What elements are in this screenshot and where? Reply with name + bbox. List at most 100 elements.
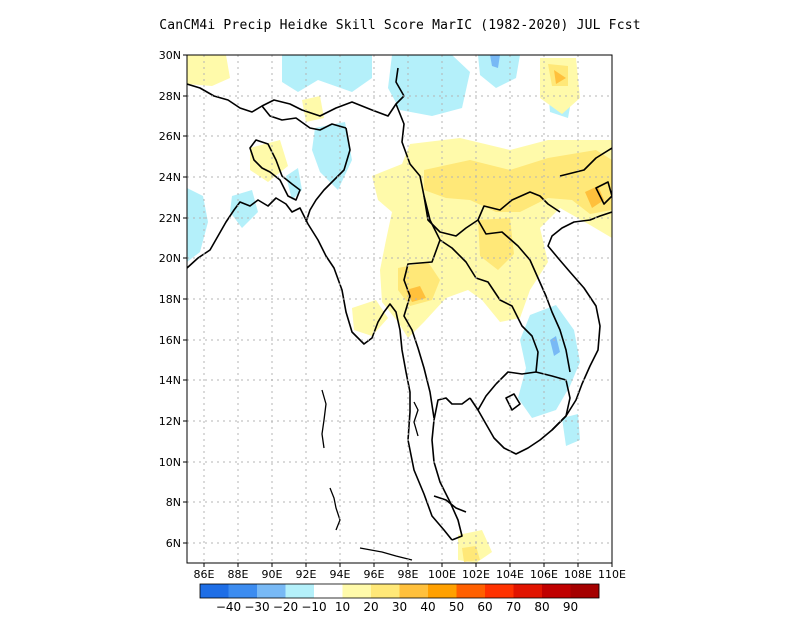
coastline-malay-peninsula-east <box>431 397 471 541</box>
positive-skill-region <box>352 300 388 336</box>
lat-tick-label: 14N <box>159 374 181 387</box>
lat-tick-label: 10N <box>159 456 181 469</box>
positive-skill-region <box>187 55 230 86</box>
andaman-islands <box>321 389 327 449</box>
lon-tick-label: 98E <box>398 568 419 581</box>
lat-tick-label: 18N <box>159 293 181 306</box>
colorbar-label: 30 <box>392 600 407 614</box>
map-title: CanCM4i Precip Heidke Skill Score MarIC … <box>159 18 641 33</box>
lat-tick-label: 8N <box>166 496 181 509</box>
lat-tick-label: 12N <box>159 415 181 428</box>
lon-tick-label: 90E <box>262 568 283 581</box>
lon-tick-label: 86E <box>194 568 215 581</box>
lon-tick-label: 92E <box>296 568 317 581</box>
positive-skill-region <box>554 70 566 84</box>
border-thailand-malaysia <box>433 495 467 513</box>
border-myanmar-china <box>395 103 561 237</box>
colorbar: −40 −30 −20 −10 10 20 30 40 50 60 70 80 90 <box>199 583 600 614</box>
colorbar-label: 50 <box>449 600 464 614</box>
border-india-myanmar <box>305 127 351 223</box>
colorbar-label: 60 <box>477 600 492 614</box>
graticule <box>187 55 612 563</box>
mergui-archipelago <box>413 401 419 437</box>
coastline-gulf-of-thailand <box>469 211 612 455</box>
axis-ticks <box>183 54 613 567</box>
positive-skill-region <box>462 546 480 562</box>
coastline-south-china <box>559 147 612 177</box>
colorbar-swatch <box>257 584 286 598</box>
sri-lanka-edge <box>359 547 413 561</box>
lat-tick-label: 6N <box>166 537 181 550</box>
lon-tick-label: 100E <box>428 568 456 581</box>
colorbar-label: 90 <box>563 600 578 614</box>
colorbar-label: 40 <box>420 600 435 614</box>
positive-skill-region <box>478 218 514 270</box>
positive-skill-region <box>585 186 604 208</box>
negative-skill-region <box>286 168 302 200</box>
colorbar-label: −20 <box>273 600 298 614</box>
lat-tick-label: 26N <box>159 130 181 143</box>
coastline-india-bangladesh-myanmar <box>187 197 453 541</box>
negative-skill-region <box>518 305 580 418</box>
colorbar-label: 80 <box>534 600 549 614</box>
map-panel <box>187 55 612 563</box>
positive-skill-region <box>302 96 324 122</box>
coastlines-and-borders <box>187 67 612 541</box>
colorbar-label: −40 <box>216 600 241 614</box>
lon-tick-label: 96E <box>364 568 385 581</box>
border-laos-vietnam <box>477 219 571 373</box>
colorbar-label: 20 <box>363 600 378 614</box>
lon-tick-label: 94E <box>330 568 351 581</box>
negative-skill-region <box>282 55 372 92</box>
lon-tick-label: 102E <box>462 568 490 581</box>
lon-tick-label: 110E <box>598 568 626 581</box>
lat-tick-label: 28N <box>159 90 181 103</box>
negative-skill-region <box>187 188 208 262</box>
nicobar-islands <box>329 487 341 531</box>
border-laos-thailand <box>439 239 539 373</box>
lon-tick-label: 104E <box>496 568 524 581</box>
lat-tick-label: 24N <box>159 171 181 184</box>
lat-tick-label: 20N <box>159 252 181 265</box>
lat-tick-label: 16N <box>159 334 181 347</box>
colorbar-label: −30 <box>244 600 269 614</box>
positive-skill-region <box>424 150 612 214</box>
positive-skill-region <box>250 140 288 182</box>
colorbar-outline <box>199 583 600 599</box>
colorbar-swatch <box>570 584 600 598</box>
negative-skill-region <box>388 55 470 116</box>
colorbar-swatch <box>399 584 429 598</box>
colorbar-swatch <box>371 584 400 598</box>
colorbar-swatch <box>542 584 571 598</box>
colorbar-swatch <box>456 584 486 598</box>
islands <box>321 389 419 561</box>
coastline-hainan <box>595 181 612 205</box>
negative-skill-region <box>562 414 580 446</box>
colorbar-swatch <box>485 584 514 598</box>
border-thailand-cambodia <box>477 383 497 411</box>
map-frame <box>186 54 613 564</box>
lon-tick-label: 106E <box>530 568 558 581</box>
lon-tick-label: 88E <box>228 568 249 581</box>
tonle-sap <box>505 393 521 411</box>
colorbar-label: 70 <box>506 600 521 614</box>
colorbar-swatch <box>200 584 229 598</box>
lon-tick-label: 108E <box>564 568 592 581</box>
colorbar-swatch <box>228 584 258 598</box>
colorbar-label: −10 <box>301 600 326 614</box>
longitude-labels: 86E 88E 90E 92E 94E 96E 98E 100E 102E 10… <box>194 568 626 581</box>
colorbar-swatch <box>428 584 457 598</box>
colorbar-swatch <box>285 584 315 598</box>
colorbar-swatch <box>314 584 343 598</box>
lat-tick-label: 22N <box>159 212 181 225</box>
colorbar-swatch <box>513 584 543 598</box>
latitude-labels: 30N 28N 26N 24N 22N 20N 18N 16N 14N 12N … <box>159 49 181 550</box>
positive-skill-region <box>406 286 426 302</box>
colorbar-swatch <box>342 584 372 598</box>
lat-tick-label: 30N <box>159 49 181 62</box>
colorbar-label: 10 <box>335 600 350 614</box>
border-bangladesh <box>249 139 301 201</box>
border-cambodia <box>495 371 571 431</box>
negative-skill-region <box>490 55 500 68</box>
